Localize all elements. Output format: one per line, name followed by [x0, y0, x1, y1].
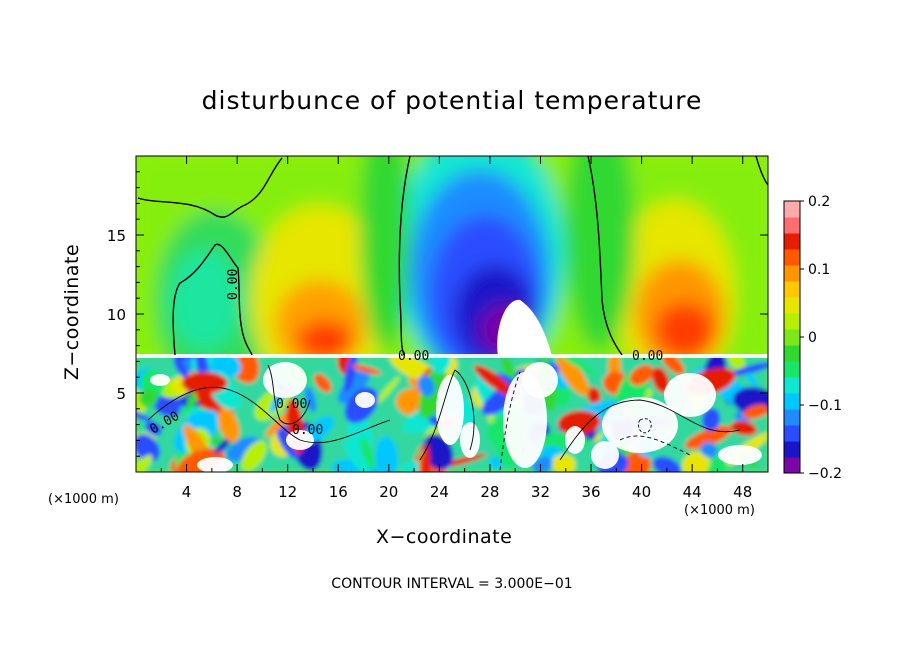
colorbar-segment	[784, 377, 800, 394]
colorbar-tick-label: 0	[808, 330, 817, 346]
colorbar-segment	[784, 441, 800, 458]
colorbar-tick-label: −0.2	[808, 466, 842, 482]
white-core	[497, 299, 552, 356]
x-tick-label: 8	[232, 483, 242, 501]
lower-contour-lines	[147, 364, 741, 471]
upper-field	[136, 156, 768, 395]
colorbar-segment	[784, 201, 800, 218]
contour-label: 0.00	[276, 397, 307, 412]
colorbar-tick-label: 0.1	[808, 262, 830, 278]
contour-label: 0.00	[292, 423, 323, 438]
chart-title: disturbunce of potential temperature	[201, 86, 703, 115]
y-axis-label: Z−coordinate	[61, 243, 83, 381]
colorbar-segment	[784, 425, 800, 442]
colorbar-tick-label: 0.2	[808, 194, 830, 210]
colorbar-segment	[784, 329, 800, 346]
colorbar-segment	[784, 361, 800, 378]
x-tick-label: 44	[683, 483, 702, 501]
plot-area: 0.000.000.000.000.000.00 4 8 12 16 20 24 28 32 3…	[107, 155, 769, 501]
x-unit-label-left: (×1000 m)	[48, 492, 119, 507]
y-tick-label: 15	[107, 227, 126, 245]
y-axis: 5 10 15	[107, 171, 768, 457]
x-tick-label: 4	[182, 483, 192, 501]
x-tick-label: 36	[581, 483, 600, 501]
x-tick-label: 20	[379, 483, 398, 501]
colorbar-segment	[784, 409, 800, 426]
contour-label: 0.00	[226, 269, 241, 300]
contour-label: 0.00	[398, 349, 429, 364]
x-tick-label: 40	[632, 483, 651, 501]
colorbar-segment	[784, 457, 800, 474]
x-tick-label: 12	[278, 483, 297, 501]
colorbar-segment	[784, 265, 800, 282]
colorbar: 0.2 0.1 0 −0.1 −0.2	[783, 194, 842, 482]
contour-label-group: 0.000.000.000.000.000.00	[148, 269, 664, 438]
x-tick-label: 28	[480, 483, 499, 501]
colorbar-segment	[784, 281, 800, 298]
colorbar-segment	[784, 233, 800, 250]
colorbar-segment	[784, 217, 800, 234]
y-tick-label: 10	[107, 306, 126, 324]
x-tick-label: 32	[531, 483, 550, 501]
x-axis: 4 8 12 16 20 24 28 32 36 40 44 48	[160, 156, 752, 501]
x-tick-label: 48	[733, 483, 752, 501]
inversion-line	[136, 354, 768, 358]
contour-interval-label: CONTOUR INTERVAL = 3.000E−01	[331, 576, 573, 592]
colorbar-segment	[784, 393, 800, 410]
lower-field	[136, 356, 768, 472]
colorbar-tick-label: −0.1	[808, 398, 842, 414]
colorbar-segment	[784, 249, 800, 266]
contour-label: 0.00	[632, 349, 663, 364]
x-unit-label-right: (×1000 m)	[684, 503, 755, 518]
colorbar-segment	[784, 313, 800, 330]
x-tick-label: 16	[329, 483, 348, 501]
x-axis-label: X−coordinate	[376, 526, 513, 548]
x-tick-label: 24	[430, 483, 449, 501]
colorbar-segment	[784, 297, 800, 314]
contour-lines	[137, 156, 768, 356]
y-tick-label: 5	[116, 385, 126, 403]
colorbar-segment	[784, 345, 800, 362]
